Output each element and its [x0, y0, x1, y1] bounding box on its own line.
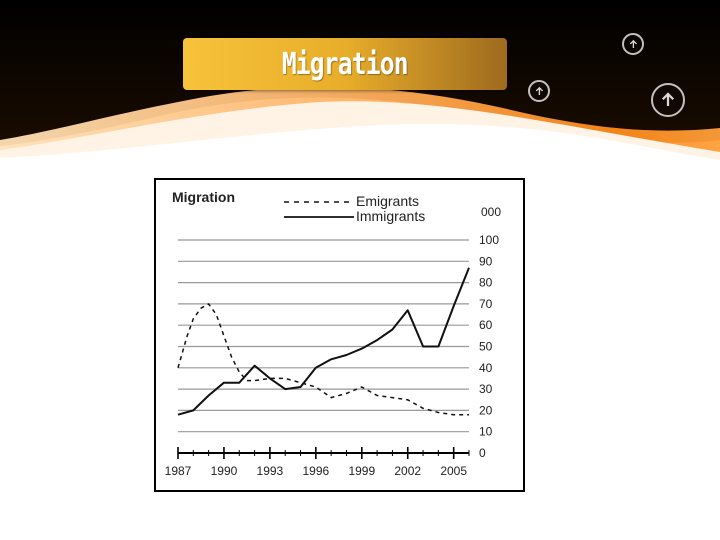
y-tick-label: 20 [479, 403, 493, 417]
y-axis-ticks: 0 10 20 30 40 50 60 70 80 90 100 [479, 233, 499, 460]
y-tick-label: 10 [479, 425, 493, 439]
series-lines [177, 267, 470, 416]
x-tick-label: 1996 [302, 464, 329, 478]
legend-label-immigrants: Immigrants [356, 208, 425, 224]
y-tick-label: 50 [479, 340, 493, 354]
series-line-emigrants [177, 303, 469, 416]
y-tick-label: 30 [479, 382, 493, 396]
x-tick-label: 2002 [394, 464, 421, 478]
y-tick-label: 90 [479, 254, 493, 268]
y-tick-label: 40 [479, 361, 493, 375]
x-tick-label: 1990 [211, 464, 238, 478]
up-arrow-circle-icon[interactable] [528, 80, 550, 102]
x-tick-label: 1993 [257, 464, 284, 478]
series-line-immigrants [177, 267, 470, 416]
y-tick-label: 80 [479, 276, 493, 290]
unit-label: 000 [481, 205, 501, 219]
legend-label-emigrants: Emigrants [356, 193, 419, 209]
grid-lines [178, 239, 469, 433]
title-box: Migration [183, 38, 507, 90]
y-tick-label: 0 [479, 446, 486, 460]
x-tick-label: 2005 [440, 464, 467, 478]
migration-chart: Migration Emigrants Immigrants 000 0 10 20… [165, 189, 502, 478]
chart-title: Migration [172, 189, 235, 205]
y-tick-label: 70 [479, 297, 493, 311]
chart-frame: Migration Emigrants Immigrants 000 0 10 20… [154, 178, 525, 492]
x-tick-label: 1999 [348, 464, 375, 478]
up-arrow-circle-icon[interactable] [651, 83, 685, 117]
x-axis: 1987 1990 1993 1996 1999 2002 2005 [165, 447, 470, 478]
y-tick-label: 60 [479, 318, 493, 332]
slide-title: Migration [282, 46, 409, 82]
up-arrow-circle-icon[interactable] [622, 33, 644, 55]
y-tick-label: 100 [479, 233, 499, 247]
x-tick-label: 1987 [165, 464, 192, 478]
